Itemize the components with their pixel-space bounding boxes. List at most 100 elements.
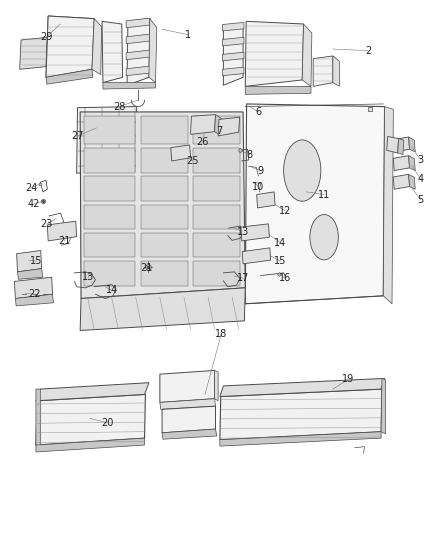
Polygon shape	[36, 383, 149, 401]
Polygon shape	[127, 19, 150, 85]
Polygon shape	[257, 192, 275, 208]
Polygon shape	[80, 112, 245, 298]
Polygon shape	[126, 18, 150, 28]
Polygon shape	[215, 115, 221, 135]
Text: 21: 21	[141, 263, 153, 272]
Text: 15: 15	[274, 256, 286, 266]
Polygon shape	[245, 21, 304, 86]
Polygon shape	[84, 116, 135, 144]
Text: 23: 23	[41, 219, 53, 229]
Polygon shape	[223, 24, 243, 85]
Polygon shape	[333, 56, 339, 86]
Polygon shape	[141, 148, 188, 173]
Polygon shape	[193, 148, 240, 173]
Polygon shape	[18, 269, 43, 279]
Polygon shape	[92, 19, 102, 75]
Polygon shape	[15, 294, 53, 306]
Text: 17: 17	[237, 273, 249, 283]
Polygon shape	[141, 233, 188, 257]
Polygon shape	[84, 148, 135, 173]
Polygon shape	[141, 176, 188, 201]
Text: 1: 1	[185, 30, 191, 39]
Polygon shape	[242, 248, 271, 264]
Polygon shape	[409, 137, 415, 152]
Text: 42: 42	[28, 199, 40, 208]
Text: 15: 15	[30, 256, 42, 266]
Polygon shape	[84, 261, 135, 286]
Polygon shape	[191, 115, 215, 134]
Polygon shape	[126, 34, 150, 44]
Polygon shape	[393, 156, 410, 171]
Polygon shape	[220, 389, 382, 440]
Polygon shape	[14, 277, 53, 298]
Polygon shape	[46, 69, 93, 84]
Polygon shape	[393, 137, 410, 152]
Text: 27: 27	[72, 131, 84, 141]
Text: 14: 14	[106, 286, 118, 295]
Text: 24: 24	[25, 183, 38, 192]
Polygon shape	[215, 370, 218, 401]
Polygon shape	[220, 432, 381, 446]
Polygon shape	[17, 251, 42, 272]
Polygon shape	[141, 116, 188, 144]
Polygon shape	[302, 24, 312, 86]
Polygon shape	[383, 107, 393, 304]
Polygon shape	[223, 67, 244, 76]
Polygon shape	[149, 19, 157, 83]
Text: 9: 9	[258, 166, 264, 175]
Polygon shape	[409, 156, 415, 171]
Polygon shape	[223, 52, 244, 61]
Text: 25: 25	[187, 156, 199, 166]
Text: 8: 8	[247, 150, 253, 159]
Polygon shape	[84, 176, 135, 201]
Polygon shape	[387, 136, 399, 153]
Polygon shape	[46, 16, 94, 77]
Text: 12: 12	[279, 206, 291, 215]
Polygon shape	[162, 406, 215, 433]
Ellipse shape	[310, 215, 338, 260]
Text: 13: 13	[237, 227, 249, 237]
Text: 28: 28	[113, 102, 125, 111]
Text: 29: 29	[40, 33, 52, 42]
Text: 13: 13	[81, 272, 94, 282]
Text: 3: 3	[417, 155, 424, 165]
Text: 20: 20	[101, 418, 113, 427]
Polygon shape	[313, 56, 333, 86]
Polygon shape	[241, 224, 269, 241]
Polygon shape	[245, 86, 311, 94]
Text: 19: 19	[342, 375, 354, 384]
Text: 4: 4	[417, 174, 424, 183]
Text: 14: 14	[274, 238, 286, 247]
Polygon shape	[160, 370, 215, 402]
Polygon shape	[126, 66, 150, 76]
Ellipse shape	[283, 140, 321, 201]
Text: 21: 21	[59, 236, 71, 246]
Polygon shape	[223, 37, 244, 46]
Polygon shape	[141, 205, 188, 229]
Polygon shape	[126, 50, 150, 60]
Polygon shape	[160, 399, 215, 409]
Polygon shape	[193, 205, 240, 229]
Polygon shape	[193, 116, 240, 144]
Polygon shape	[77, 107, 137, 173]
Polygon shape	[20, 37, 47, 69]
Text: 22: 22	[28, 289, 40, 299]
Polygon shape	[36, 394, 145, 445]
Polygon shape	[218, 117, 240, 136]
Polygon shape	[36, 389, 40, 447]
Text: 5: 5	[417, 195, 424, 205]
Polygon shape	[84, 233, 135, 257]
Polygon shape	[245, 104, 385, 304]
Polygon shape	[220, 378, 385, 397]
Text: 10: 10	[252, 182, 265, 191]
Polygon shape	[36, 438, 145, 452]
Text: 18: 18	[215, 329, 227, 339]
Text: 7: 7	[216, 126, 222, 135]
Polygon shape	[398, 139, 404, 155]
Polygon shape	[409, 174, 415, 189]
Polygon shape	[47, 221, 77, 241]
Polygon shape	[381, 378, 385, 434]
Polygon shape	[46, 16, 94, 77]
Polygon shape	[162, 429, 217, 439]
Polygon shape	[102, 21, 123, 83]
